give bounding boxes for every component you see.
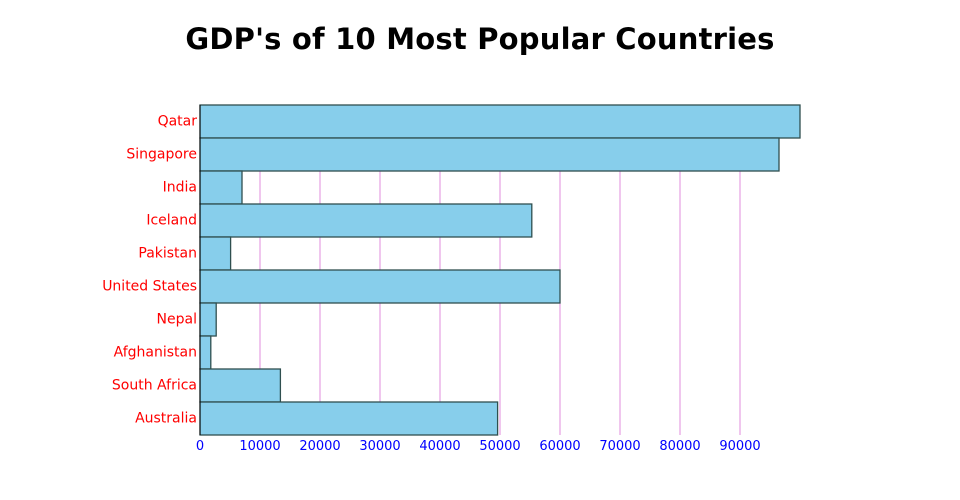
x-tick-label-10000: 10000 xyxy=(239,439,280,454)
x-tick-label-20000: 20000 xyxy=(299,439,340,454)
labels-layer: Qatar Singapore India Iceland Pakistan United… xyxy=(102,114,760,455)
x-tick-label-0: 0 xyxy=(196,439,204,454)
bar-singapore xyxy=(199,137,780,172)
category-label-united-states: United States xyxy=(102,279,197,295)
category-label-australia: Australia xyxy=(135,411,197,427)
bar-afghanistan xyxy=(199,335,212,370)
category-label-iceland: Iceland xyxy=(146,213,197,229)
category-label-afghanistan: Afghanistan xyxy=(114,345,197,361)
x-tick-label-90000: 90000 xyxy=(719,439,760,454)
bar-nepal xyxy=(199,302,217,337)
bar-pakistan xyxy=(199,236,232,271)
category-label-india: India xyxy=(163,180,197,196)
category-label-singapore: Singapore xyxy=(126,147,197,163)
x-tick-label-50000: 50000 xyxy=(479,439,520,454)
bar-united-states xyxy=(199,269,561,304)
category-label-south-africa: South Africa xyxy=(112,378,197,394)
x-tick-label-60000: 60000 xyxy=(539,439,580,454)
bar-iceland xyxy=(199,203,533,238)
x-tick-label-70000: 70000 xyxy=(599,439,640,454)
category-label-nepal: Nepal xyxy=(157,312,197,328)
bars-layer xyxy=(199,104,801,436)
bar-qatar xyxy=(199,104,801,139)
category-label-qatar: Qatar xyxy=(158,114,198,130)
x-tick-label-30000: 30000 xyxy=(359,439,400,454)
chart-title: GDP's of 10 Most Popular Countries xyxy=(185,22,775,56)
bar-india xyxy=(199,170,243,205)
x-tick-label-80000: 80000 xyxy=(659,439,700,454)
x-tick-label-40000: 40000 xyxy=(419,439,460,454)
bar-australia xyxy=(199,401,499,436)
category-label-pakistan: Pakistan xyxy=(138,246,197,262)
bar-south-africa xyxy=(199,368,282,403)
